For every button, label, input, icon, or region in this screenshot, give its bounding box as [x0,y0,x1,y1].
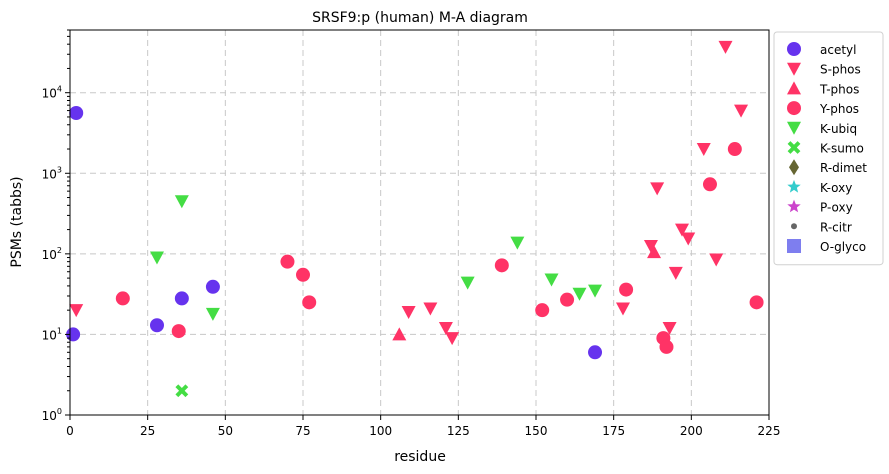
legend-marker-p-oxy [787,199,801,213]
y-axis-label: PSMs (tabbs) [9,176,25,267]
legend-label: K-oxy [820,181,852,195]
legend-marker-t-phos [787,81,801,95]
y-tick-label: 102 [42,246,62,262]
point-y-phos [727,142,742,157]
point-k-ubiq [205,307,220,321]
legend-marker-acetyl [787,42,801,56]
x-tick-label: 150 [525,424,548,438]
legend-box [773,31,884,266]
legend-label: K-sumo [820,142,864,156]
legend-label: R-citr [820,220,852,234]
point-y-phos [115,291,130,306]
point-k-ubiq [572,287,587,301]
legend-label: S-phos [820,63,861,77]
point-s-phos [69,304,84,318]
legend-label: acetyl [820,43,856,57]
legend-label: Y-phos [819,102,859,116]
x-tick-label: 225 [758,424,781,438]
x-marker-stroke [787,141,801,154]
point-y-phos [494,258,509,273]
legend-label: P-oxy [820,201,853,215]
legend: acetyl S-phos T-phos Y-phos K-ubiq K-sumo R-di… [773,31,884,266]
point-acetyl [149,318,164,333]
point-k-ubiq [149,251,164,265]
point-k-ubiq [174,195,189,209]
point-s-phos [650,182,665,196]
x-tick-label: 50 [218,424,233,438]
x-axis-ticks: 0 25 50 75 100 125 150 175 200 225 [66,415,780,438]
y-tick-label: 104 [42,85,62,101]
x-tick-label: 125 [447,424,470,438]
point-y-phos [171,324,186,339]
x-tick-label: 100 [369,424,392,438]
point-k-ubiq [588,284,603,298]
point-y-phos [702,177,717,192]
point-s-phos [423,302,438,316]
x-axis-label: residue [394,449,446,465]
point-k-ubiq [544,273,559,287]
point-s-phos [643,240,658,254]
point-s-phos [718,40,733,54]
point-acetyl [69,105,84,120]
point-acetyl [205,279,220,294]
y-tick-label: 103 [42,165,62,181]
point-s-phos [401,305,416,319]
legend-marker-k-ubiq [787,121,801,135]
point-s-phos [709,253,724,267]
x-tick-label: 25 [140,424,155,438]
point-k-ubiq [510,236,525,250]
point-s-phos [668,266,683,280]
point-s-phos [445,332,460,346]
point-y-phos [749,295,764,310]
x-tick-label: 0 [66,424,74,438]
y-tick-label: 100 [42,407,62,423]
legend-marker-s-phos [787,62,801,76]
point-y-phos [302,295,317,310]
point-acetyl [174,291,189,306]
x-tick-label: 75 [295,424,310,438]
point-y-phos [535,303,550,318]
point-y-phos [560,292,575,307]
point-s-phos [662,322,677,336]
legend-marker-r-citr [791,223,797,230]
point-s-phos [681,232,696,246]
legend-marker-k-oxy [787,179,801,193]
legend-marker-r-dimet [789,159,799,176]
legend-label: R-dimet [820,161,867,175]
point-acetyl [588,345,603,360]
point-y-phos [619,282,634,297]
point-s-phos [438,322,453,336]
point-t-phos [392,327,407,341]
point-s-phos [734,104,749,118]
legend-marker-o-glyco [787,239,801,253]
point-s-phos [696,143,711,157]
y-axis-ticks: 100 101 102 103 104 [42,29,70,423]
legend-label: T-phos [819,82,859,96]
legend-label: K-ubiq [820,122,857,136]
chart-title: SRSF9:p (human) M-A diagram [312,10,528,26]
point-y-phos [296,267,310,282]
legend-marker-k-sumo [787,141,801,154]
legend-marker-y-phos [787,101,801,116]
point-t-phos [647,245,662,259]
data-points [66,40,764,398]
x-marker-stroke [175,384,189,398]
point-s-phos [675,223,690,237]
point-k-ubiq [460,276,475,290]
point-k-sumo [175,384,189,398]
point-s-phos [615,302,630,316]
x-tick-label: 175 [602,424,625,438]
point-y-phos [280,254,295,269]
legend-label: O-glyco [820,240,866,254]
y-tick-label: 101 [42,326,62,342]
x-tick-label: 200 [680,424,703,438]
grid-lines [70,30,769,415]
plot-frame [69,29,770,416]
point-y-phos [659,339,674,354]
